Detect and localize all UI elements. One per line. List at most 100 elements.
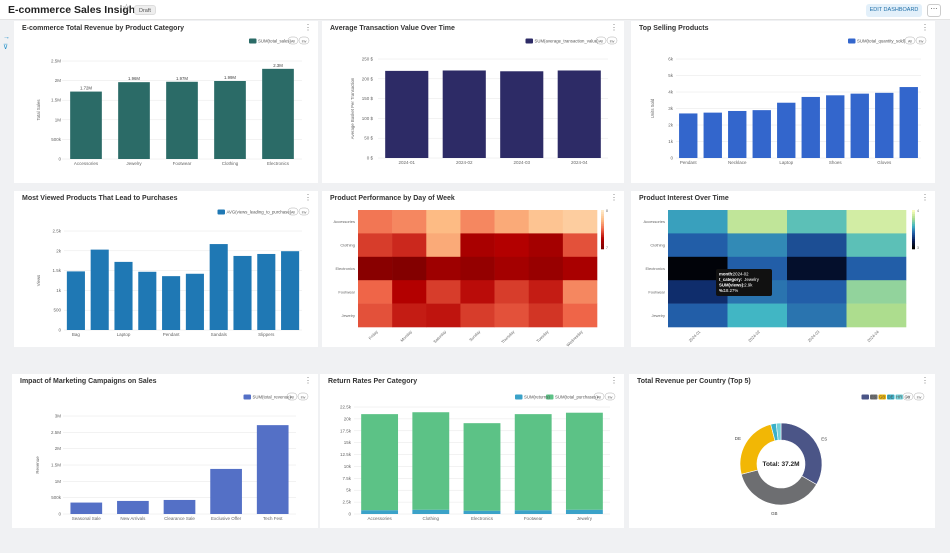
legend-all-chip[interactable]: All	[287, 207, 299, 216]
heatmap-cell[interactable]	[358, 303, 393, 328]
bar[interactable]	[166, 81, 198, 159]
legend-inv-chip[interactable]: Inv	[604, 392, 616, 401]
bar[interactable]	[361, 414, 399, 511]
heatmap-cell[interactable]	[392, 303, 427, 328]
bar[interactable]	[463, 510, 501, 514]
card-menu-icon[interactable]: ⋮	[921, 376, 929, 385]
bar[interactable]	[66, 271, 85, 330]
bar[interactable]	[728, 110, 747, 158]
arrow-right-icon[interactable]: →	[3, 34, 10, 41]
heatmap-cell[interactable]	[668, 280, 728, 304]
heatmap-cell[interactable]	[727, 303, 788, 328]
bar[interactable]	[412, 412, 450, 510]
bar[interactable]	[801, 96, 820, 158]
bar[interactable]	[262, 68, 294, 159]
bar[interactable]	[514, 414, 552, 511]
bar[interactable]	[233, 255, 252, 330]
heatmap-cell[interactable]	[787, 303, 847, 328]
bar[interactable]	[442, 70, 486, 158]
heatmap-cell[interactable]	[494, 210, 530, 234]
heatmap-cell[interactable]	[668, 210, 728, 234]
legend-all-chip[interactable]: All	[904, 36, 916, 45]
heatmap-cell[interactable]	[787, 256, 847, 281]
heatmap-cell[interactable]	[358, 256, 393, 281]
heatmap-cell[interactable]	[460, 280, 495, 304]
heatmap-cell[interactable]	[562, 256, 598, 281]
bar[interactable]	[679, 113, 698, 158]
bar[interactable]	[899, 87, 918, 158]
heatmap-cell[interactable]	[426, 280, 461, 304]
bar[interactable]	[826, 95, 845, 158]
pie-slice[interactable]	[775, 422, 782, 441]
heatmap-cell[interactable]	[460, 210, 495, 234]
pie-slice[interactable]	[780, 422, 823, 485]
heatmap-cell[interactable]	[787, 210, 847, 234]
heatmap-cell[interactable]	[562, 210, 598, 234]
card-menu-icon[interactable]: ⋮	[304, 193, 312, 202]
card-menu-icon[interactable]: ⋮	[610, 376, 618, 385]
edit-dashboard-button[interactable]: EDIT DASHBOARD	[866, 4, 922, 17]
card-menu-icon[interactable]: ⋮	[921, 23, 929, 32]
bar[interactable]	[70, 502, 103, 514]
card-menu-icon[interactable]: ⋮	[610, 23, 618, 32]
legend-all-chip[interactable]: All	[593, 392, 605, 401]
heatmap-cell[interactable]	[528, 303, 564, 328]
heatmap-cell[interactable]	[494, 233, 530, 258]
bar[interactable]	[557, 70, 601, 158]
heatmap-cell[interactable]	[668, 303, 728, 328]
bar[interactable]	[185, 273, 204, 330]
heatmap-cell[interactable]	[846, 280, 907, 304]
card-menu-icon[interactable]: ⋮	[921, 193, 929, 202]
heatmap-cell[interactable]	[668, 233, 728, 258]
bar[interactable]	[114, 261, 133, 330]
pie-slice[interactable]	[740, 469, 817, 506]
bar[interactable]	[361, 510, 399, 514]
heatmap-cell[interactable]	[846, 233, 907, 258]
heatmap-cell[interactable]	[426, 210, 461, 234]
bar[interactable]	[138, 271, 157, 330]
heatmap-cell[interactable]	[358, 233, 393, 258]
bar[interactable]	[385, 70, 429, 158]
heatmap-cell[interactable]	[727, 233, 788, 258]
bar[interactable]	[256, 425, 289, 514]
heatmap-cell[interactable]	[358, 280, 393, 304]
bar[interactable]	[565, 509, 603, 514]
heatmap-cell[interactable]	[460, 233, 495, 258]
heatmap-cell[interactable]	[358, 210, 393, 234]
bar[interactable]	[90, 249, 109, 330]
heatmap-cell[interactable]	[562, 233, 598, 258]
filter-icon[interactable]: ⊽	[3, 44, 9, 51]
heatmap-cell[interactable]	[494, 256, 530, 281]
bar[interactable]	[162, 276, 181, 330]
bar[interactable]	[565, 412, 603, 510]
legend-inv-chip[interactable]: Inv	[915, 36, 927, 45]
heatmap-cell[interactable]	[460, 303, 495, 328]
legend-all-chip[interactable]: All	[595, 36, 607, 45]
heatmap-cell[interactable]	[787, 233, 847, 258]
heatmap-cell[interactable]	[846, 303, 907, 328]
legend-inv-chip[interactable]: Inv	[298, 36, 310, 45]
legend-all-chip[interactable]: All	[286, 392, 298, 401]
heatmap-cell[interactable]	[528, 256, 564, 281]
heatmap-cell[interactable]	[727, 210, 788, 234]
heatmap-cell[interactable]	[562, 280, 598, 304]
heatmap-cell[interactable]	[494, 280, 530, 304]
legend-all-chip[interactable]: All	[287, 36, 299, 45]
heatmap-cell[interactable]	[846, 210, 907, 234]
bar[interactable]	[70, 91, 102, 159]
heatmap-cell[interactable]	[528, 210, 564, 234]
bar[interactable]	[257, 253, 276, 330]
heatmap-cell[interactable]	[846, 256, 907, 281]
bar[interactable]	[777, 102, 796, 158]
card-menu-icon[interactable]: ⋮	[304, 376, 312, 385]
heatmap-cell[interactable]	[668, 256, 728, 281]
bar[interactable]	[463, 423, 501, 511]
heatmap-cell[interactable]	[392, 233, 427, 258]
more-options-button[interactable]: ⋯	[927, 4, 941, 17]
heatmap-cell[interactable]	[787, 280, 847, 304]
star-icon[interactable]: ☆	[122, 3, 131, 14]
heatmap-cell[interactable]	[528, 280, 564, 304]
legend-inv-chip[interactable]: Inv	[606, 36, 618, 45]
legend-inv-chip[interactable]: Inv	[297, 392, 309, 401]
bar[interactable]	[209, 244, 228, 330]
